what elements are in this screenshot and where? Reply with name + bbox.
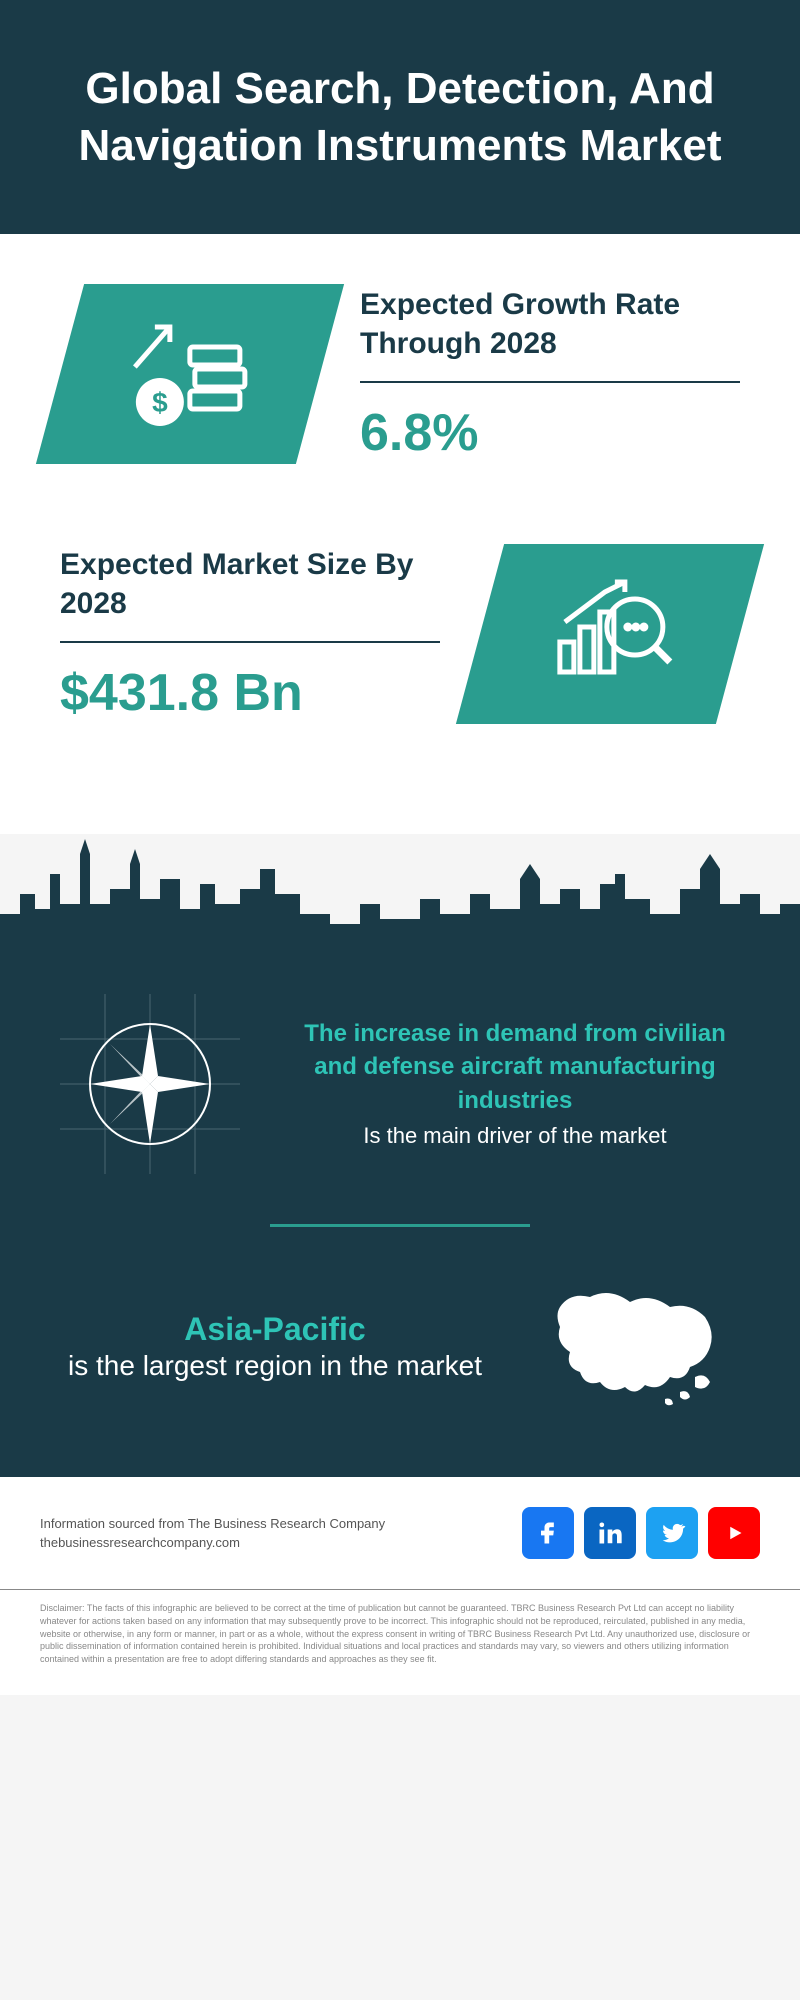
market-value: $431.8 Bn bbox=[60, 663, 440, 723]
twitter-icon[interactable] bbox=[646, 1507, 698, 1559]
source-line1: Information sourced from The Business Re… bbox=[40, 1514, 385, 1534]
social-icons bbox=[522, 1507, 760, 1559]
skyline-graphic bbox=[0, 834, 800, 954]
svg-text:$: $ bbox=[152, 387, 168, 418]
compass-icon bbox=[60, 994, 240, 1174]
market-text: Expected Market Size By 2028 $431.8 Bn bbox=[60, 545, 440, 723]
market-icon-box bbox=[456, 544, 764, 724]
source-line2: thebusinessresearchcompany.com bbox=[40, 1533, 385, 1553]
growth-stat-row: $ Expected Growth Rate Through 2028 6.8% bbox=[60, 284, 740, 464]
growth-text: Expected Growth Rate Through 2028 6.8% bbox=[360, 285, 740, 463]
driver-sub: Is the main driver of the market bbox=[290, 1121, 740, 1152]
growth-label: Expected Growth Rate Through 2028 bbox=[360, 285, 740, 363]
driver-text-block: The increase in demand from civilian and… bbox=[290, 1017, 740, 1153]
footer: Information sourced from The Business Re… bbox=[0, 1477, 800, 1590]
money-growth-icon: $ bbox=[120, 312, 260, 437]
chart-magnify-icon bbox=[540, 572, 680, 697]
region-sub: is the largest region in the market bbox=[60, 1348, 490, 1384]
asia-map-icon bbox=[540, 1277, 740, 1417]
facebook-icon[interactable] bbox=[522, 1507, 574, 1559]
driver-highlight: The increase in demand from civilian and… bbox=[290, 1017, 740, 1118]
linkedin-icon[interactable] bbox=[584, 1507, 636, 1559]
divider bbox=[360, 381, 740, 383]
divider bbox=[60, 641, 440, 643]
market-label: Expected Market Size By 2028 bbox=[60, 545, 440, 623]
driver-row: The increase in demand from civilian and… bbox=[60, 994, 740, 1174]
region-row: Asia-Pacific is the largest region in th… bbox=[60, 1277, 740, 1417]
stats-section: $ Expected Growth Rate Through 2028 6.8% bbox=[0, 234, 800, 834]
youtube-icon[interactable] bbox=[708, 1507, 760, 1559]
growth-value: 6.8% bbox=[360, 403, 740, 463]
header-banner: Global Search, Detection, And Navigation… bbox=[0, 0, 800, 234]
region-highlight: Asia-Pacific bbox=[60, 1311, 490, 1348]
growth-icon-box: $ bbox=[36, 284, 344, 464]
dark-section: The increase in demand from civilian and… bbox=[0, 954, 800, 1477]
market-size-stat-row: Expected Market Size By 2028 $431.8 Bn bbox=[60, 544, 740, 724]
region-text-block: Asia-Pacific is the largest region in th… bbox=[60, 1311, 490, 1384]
disclaimer-text: Disclaimer: The facts of this infographi… bbox=[0, 1590, 800, 1695]
page-title: Global Search, Detection, And Navigation… bbox=[40, 60, 760, 174]
footer-source: Information sourced from The Business Re… bbox=[40, 1514, 385, 1553]
teal-divider bbox=[270, 1224, 530, 1227]
